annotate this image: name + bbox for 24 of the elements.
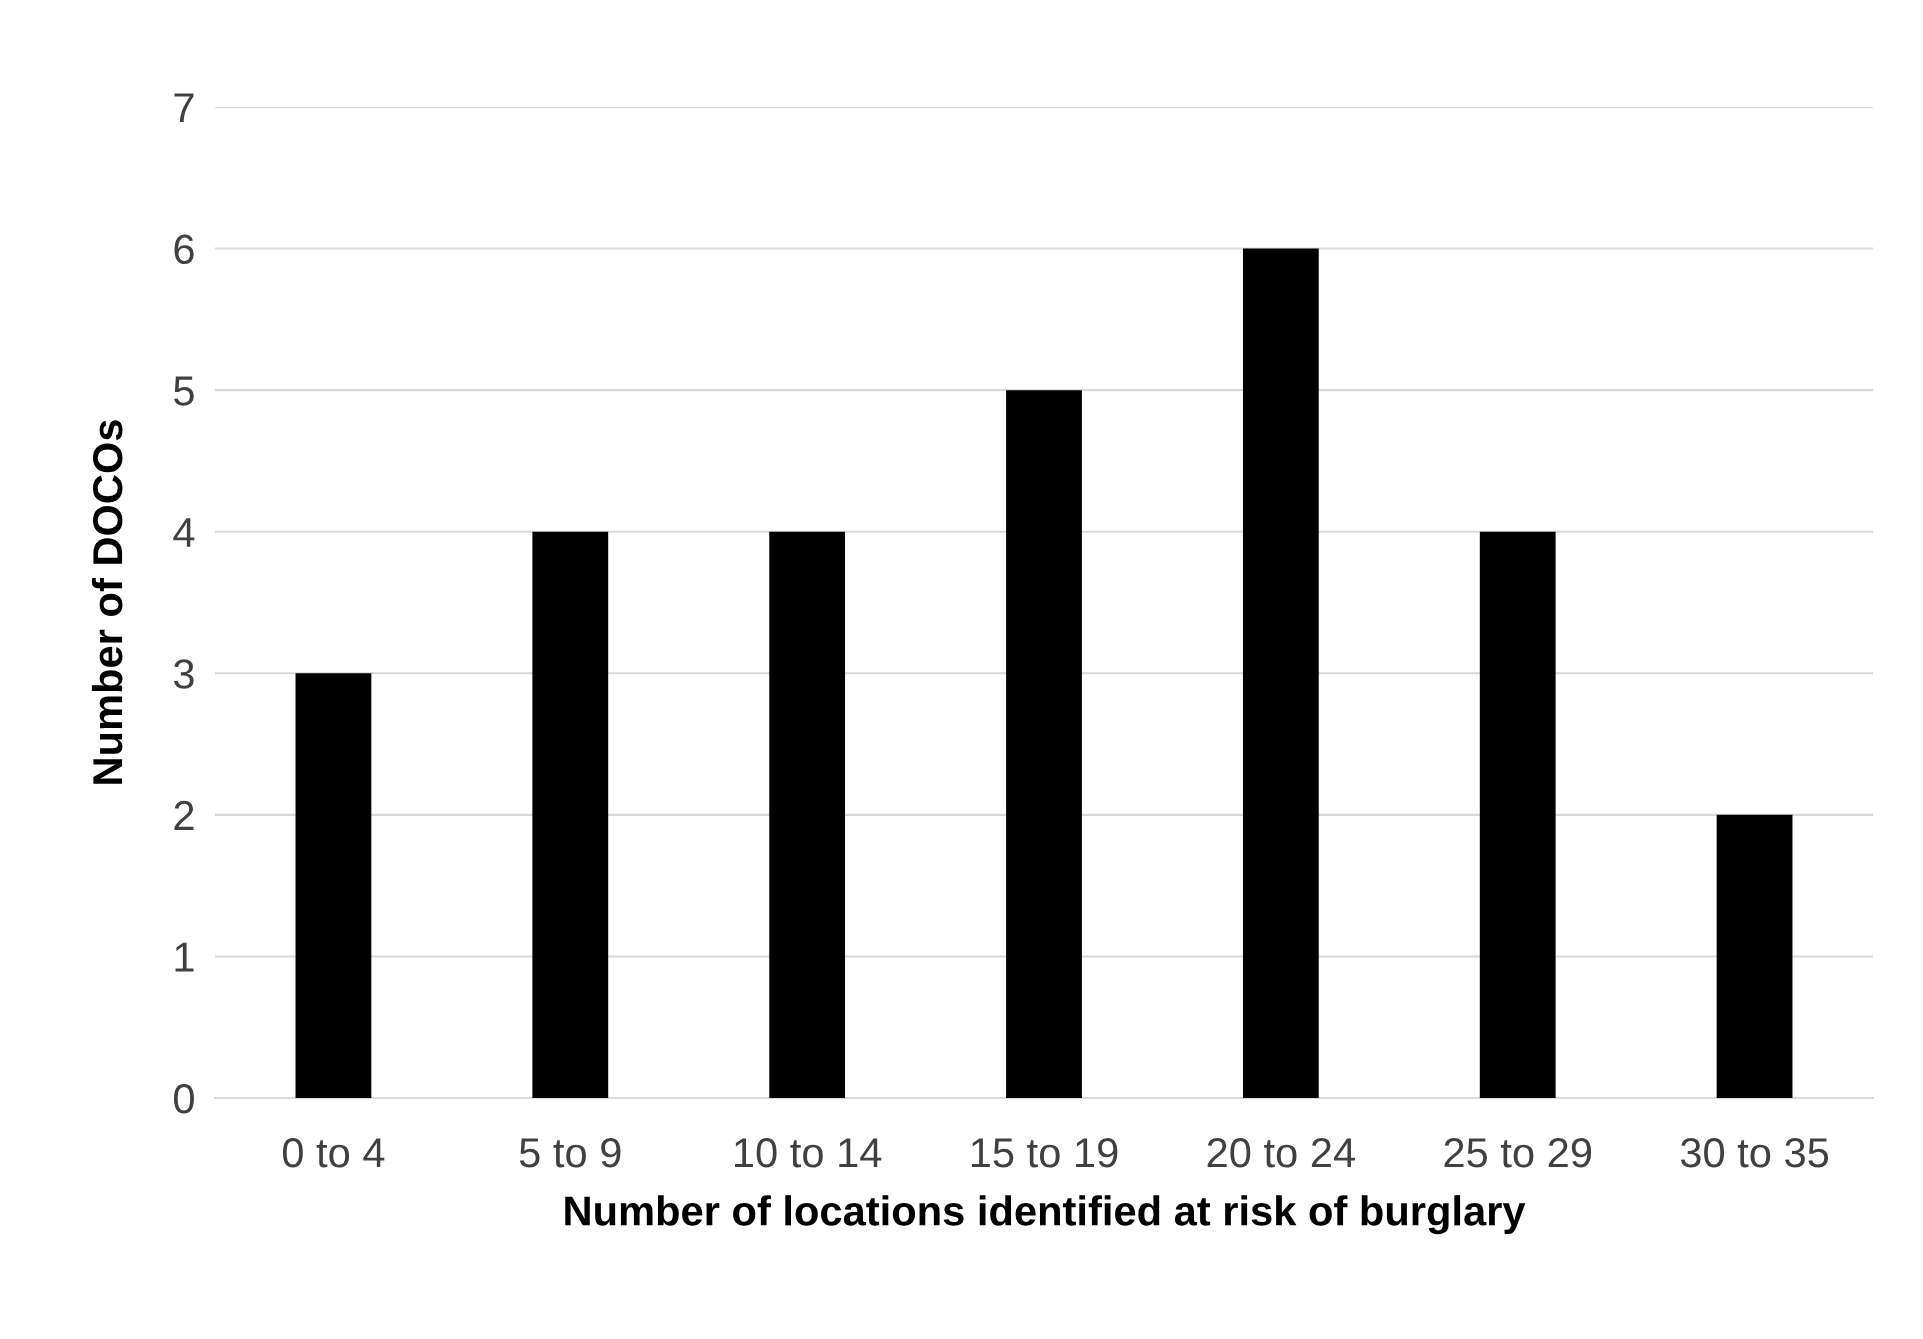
x-axis-title: Number of locations identified at risk of burglary xyxy=(565,1195,1526,1235)
bar xyxy=(295,673,372,1098)
y-tick-label: 1 xyxy=(175,942,194,972)
bar xyxy=(1242,248,1319,1098)
y-tick-label: 4 xyxy=(173,518,195,547)
bar xyxy=(1479,531,1556,1098)
x-tick-label: 30 to 35 xyxy=(1680,1137,1829,1168)
x-tick-label: 20 to 24 xyxy=(1207,1137,1355,1168)
y-tick-label: 0 xyxy=(174,1084,194,1114)
x-tick-label: 0 to 4 xyxy=(282,1137,385,1168)
y-axis-title: Number of DOCOs xyxy=(91,420,123,784)
y-tick-label: 7 xyxy=(174,93,194,123)
x-tick-label: 25 to 29 xyxy=(1444,1137,1592,1168)
y-tick-label: 5 xyxy=(174,376,194,406)
y-tick-label: 6 xyxy=(174,234,194,265)
bar xyxy=(769,531,846,1098)
bar xyxy=(1006,390,1082,1098)
y-tick-label: 3 xyxy=(173,659,194,689)
x-tick-label: 10 to 14 xyxy=(735,1137,882,1168)
bar xyxy=(1716,814,1793,1098)
y-tick-label: 2 xyxy=(174,800,194,830)
x-tick-label: 15 to 19 xyxy=(971,1137,1118,1168)
x-tick-label: 5 to 9 xyxy=(519,1137,621,1168)
bar xyxy=(532,531,609,1098)
